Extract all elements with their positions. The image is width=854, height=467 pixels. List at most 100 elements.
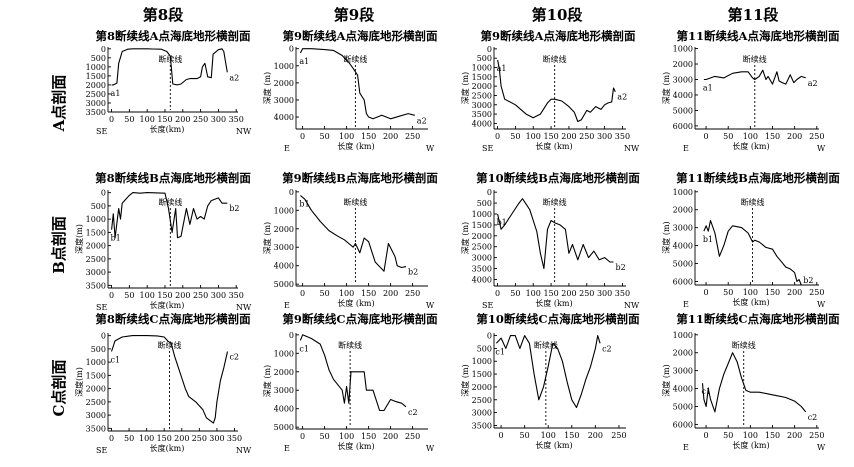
x-tick-label: 100: [339, 132, 354, 141]
direction-right-label: NW: [624, 301, 640, 310]
profile-end-label: a2: [617, 93, 627, 102]
profile-panel-11-B: 第11断续线B点海底地形横剖面 1000 2000 3000 4000 5000 6000 0…: [661, 171, 840, 309]
y-tick-label: 4000: [274, 262, 294, 271]
x-tick-label: 0: [704, 132, 709, 141]
y-axis-label: 深度 (m): [262, 365, 272, 397]
x-tick-label: 300: [597, 132, 612, 141]
y-tick-label: 1000: [86, 358, 106, 367]
y-tick-label: 500: [91, 345, 106, 354]
x-tick-label: 50: [124, 291, 134, 300]
panel-title: 第8断续线B点海底地形横剖面: [95, 171, 251, 185]
y-axis-label: 深度 (m): [661, 221, 671, 253]
y-tick-label: 500: [91, 202, 106, 211]
profile-panel-8-C: 第8断续线C点海底地形横剖面05001000150020002500300035…: [74, 312, 252, 455]
x-tick-label: 150: [157, 434, 172, 443]
x-tick-label: 50: [723, 288, 733, 297]
direction-left-label: SE: [96, 303, 107, 312]
x-tick-label: 250: [809, 431, 824, 440]
y-tick-label: 1500: [86, 228, 106, 237]
x-tick-label: 150: [157, 291, 172, 300]
x-tick-label: 250: [611, 431, 626, 440]
x-tick-label: 200: [787, 431, 802, 440]
direction-left-label: SE: [96, 127, 107, 136]
x-axis-label: 长度 (km): [337, 141, 374, 151]
x-tick-label: 0: [499, 431, 504, 440]
y-tick-label: 1000: [472, 64, 492, 73]
y-tick-label: 6000: [673, 277, 693, 286]
direction-right-label: NW: [624, 144, 640, 153]
x-tick-label: 50: [510, 132, 520, 141]
y-tick-label: 1500: [86, 72, 106, 81]
y-tick-label: 500: [477, 344, 492, 353]
seafloor-profile-line: [703, 69, 806, 85]
y-tick-label: 0: [101, 45, 106, 54]
x-tick-label: 50: [320, 132, 330, 141]
profile-start-label: a1: [497, 64, 507, 73]
x-axis-label: 长度 (km): [535, 141, 572, 151]
y-tick-label: 3500: [472, 110, 492, 119]
x-tick-label: 50: [124, 115, 134, 124]
profile-start-label: b1: [111, 234, 121, 243]
x-tick-label: 250: [809, 132, 824, 141]
y-axis-label: 深度 (m): [460, 222, 470, 254]
x-tick-label: 350: [615, 132, 630, 141]
y-tick-label: 2500: [86, 255, 106, 264]
x-tick-label: 350: [229, 291, 244, 300]
x-tick-label: 0: [109, 434, 114, 443]
y-tick-label: 1000: [673, 188, 693, 197]
y-tick-label: 500: [477, 54, 492, 63]
y-tick-label: 2000: [472, 383, 492, 392]
x-axis-label: 长度(km): [150, 124, 185, 134]
x-tick-label: 350: [229, 115, 244, 124]
y-tick-label: 2000: [472, 82, 492, 91]
x-tick-label: 50: [124, 434, 134, 443]
profile-panel-8-B: 第8断续线B点海底地形横剖面05001000150020002500300035…: [74, 171, 252, 312]
x-tick-label: 100: [743, 431, 758, 440]
seafloor-profile-line: [497, 59, 616, 123]
x-axis-label: 长度(km): [150, 443, 185, 453]
x-tick-label: 250: [579, 289, 594, 298]
panel-title: 第9断续线A点海底地形横剖面: [481, 29, 636, 43]
x-axis-label: 长度 (km): [535, 440, 572, 450]
panel-title: 第11断续线C点海底地形横剖面: [676, 312, 840, 326]
panel-title: 第9断续线A点海底地形横剖面: [283, 29, 438, 43]
y-tick-label: 5000: [274, 423, 294, 432]
profile-start-label: b1: [497, 218, 507, 227]
x-tick-label: 150: [543, 132, 558, 141]
y-tick-label: 3500: [86, 424, 106, 433]
panel-title: 第8断续线C点海底地形横剖面: [95, 312, 251, 326]
profile-panel-10-C: 第10断续线C点海底地形横剖面0500100015002000250030003…: [460, 312, 640, 450]
x-tick-label: 150: [765, 288, 780, 297]
y-tick-label: 3000: [86, 411, 106, 420]
profile-start-label: c1: [111, 356, 121, 365]
x-tick-label: 50: [520, 431, 530, 440]
y-tick-label: 0: [487, 188, 492, 197]
column-header-8: 第8段: [143, 6, 183, 24]
x-tick-label: 150: [361, 132, 376, 141]
x-tick-label: 250: [405, 289, 420, 298]
x-tick-label: 250: [579, 132, 594, 141]
profile-start-label: c1: [495, 347, 505, 356]
y-axis-label: 深度 (m): [661, 364, 671, 396]
x-tick-label: 200: [175, 291, 190, 300]
break-line-label: 断续线: [343, 54, 367, 64]
profile-end-label: b2: [616, 263, 626, 272]
y-tick-label: 4000: [472, 275, 492, 284]
y-tick-label: 0: [487, 332, 492, 341]
x-tick-label: 0: [109, 291, 114, 300]
x-tick-label: 0: [300, 132, 305, 141]
profile-panel-10-B: 第10断续线B点海底地形横剖面0500100015002000250030003…: [460, 171, 640, 310]
x-tick-label: 150: [765, 132, 780, 141]
x-tick-label: 150: [543, 289, 558, 298]
x-tick-label: 150: [361, 432, 376, 441]
profile-start-label: a1: [111, 89, 121, 98]
profile-end-label: a2: [417, 116, 427, 125]
y-axis-label: 深度 (m): [460, 72, 470, 104]
y-tick-label: 2500: [472, 243, 492, 252]
profile-end-label: c2: [408, 408, 418, 417]
y-tick-label: 1000: [86, 63, 106, 72]
y-tick-label: 6000: [673, 420, 693, 429]
direction-left-label: SE: [96, 446, 107, 455]
panel-title: 第10断续线B点海底地形横剖面: [476, 171, 640, 185]
direction-left-label: E: [683, 300, 689, 309]
